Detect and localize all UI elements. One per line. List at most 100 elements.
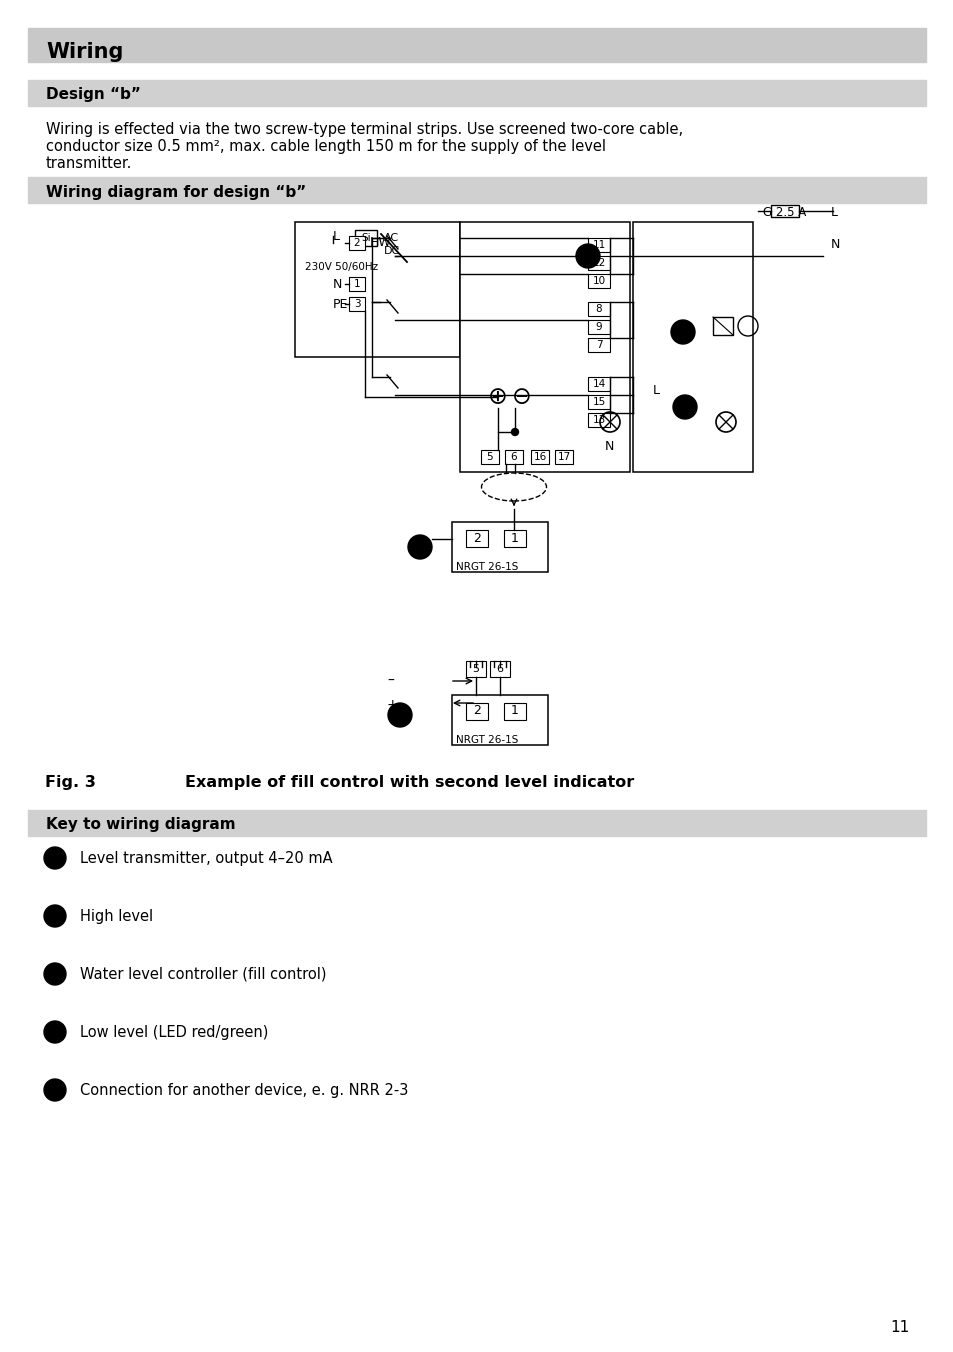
- Text: 5: 5: [395, 708, 404, 722]
- Bar: [28, 177, 925, 203]
- Bar: [465, 661, 485, 677]
- Bar: [465, 530, 488, 548]
- Bar: [587, 320, 609, 334]
- Bar: [531, 450, 548, 464]
- Bar: [587, 377, 609, 391]
- Text: 3: 3: [51, 967, 60, 982]
- Bar: [587, 256, 609, 270]
- Text: Low level (LED red/green): Low level (LED red/green): [80, 1025, 268, 1040]
- Text: DC: DC: [384, 246, 400, 256]
- Text: Wiring is effected via the two screw-type terminal strips. Use screened two-core: Wiring is effected via the two screw-typ…: [46, 122, 682, 137]
- Bar: [587, 395, 609, 410]
- Text: AC: AC: [384, 233, 398, 243]
- Text: 1: 1: [415, 539, 424, 554]
- Bar: [349, 237, 365, 250]
- Text: NRGT 26-1S: NRGT 26-1S: [456, 735, 517, 745]
- Bar: [480, 450, 498, 464]
- Bar: [490, 661, 510, 677]
- Bar: [587, 274, 609, 288]
- Text: 14: 14: [592, 379, 605, 389]
- Text: 3: 3: [354, 299, 360, 310]
- Circle shape: [388, 703, 412, 727]
- Bar: [555, 450, 573, 464]
- Text: Water level controller (fill control): Water level controller (fill control): [80, 967, 326, 982]
- Text: 3: 3: [678, 324, 687, 339]
- Text: 12: 12: [592, 258, 605, 268]
- Text: 2: 2: [582, 249, 592, 264]
- Text: L: L: [652, 384, 659, 397]
- Text: 230V 50/60Hz: 230V 50/60Hz: [305, 262, 377, 272]
- Bar: [355, 230, 376, 246]
- Text: ⊕: ⊕: [488, 385, 507, 410]
- Text: 5: 5: [486, 452, 493, 462]
- Text: Wiring diagram for design “b”: Wiring diagram for design “b”: [46, 184, 306, 200]
- Bar: [294, 222, 459, 357]
- Bar: [452, 695, 547, 745]
- Text: 6: 6: [496, 664, 503, 675]
- Bar: [712, 316, 732, 335]
- Text: Wiring: Wiring: [46, 42, 123, 62]
- Circle shape: [44, 1021, 66, 1042]
- Text: 16: 16: [533, 452, 546, 462]
- Circle shape: [44, 846, 66, 869]
- Text: –: –: [387, 675, 394, 688]
- Text: 4: 4: [51, 1025, 60, 1038]
- Text: N: N: [333, 277, 342, 291]
- Bar: [28, 80, 925, 105]
- Text: Fig. 3: Fig. 3: [45, 775, 95, 790]
- Circle shape: [511, 429, 518, 435]
- Bar: [452, 522, 547, 572]
- Bar: [465, 703, 488, 721]
- Text: 4: 4: [679, 400, 689, 414]
- Bar: [504, 450, 522, 464]
- Bar: [587, 412, 609, 427]
- Text: G 2.5 A: G 2.5 A: [762, 206, 805, 219]
- Text: Key to wiring diagram: Key to wiring diagram: [46, 817, 235, 831]
- Bar: [587, 238, 609, 251]
- Text: 11: 11: [889, 1321, 908, 1336]
- Text: 15: 15: [592, 397, 605, 407]
- Bar: [349, 297, 365, 311]
- Circle shape: [576, 243, 599, 268]
- Bar: [503, 530, 525, 548]
- Text: N: N: [604, 441, 614, 453]
- Bar: [587, 338, 609, 352]
- Bar: [28, 28, 925, 62]
- Text: 2: 2: [354, 238, 360, 247]
- Text: 11: 11: [592, 241, 605, 250]
- Text: transmitter.: transmitter.: [46, 155, 132, 170]
- Text: N: N: [830, 238, 840, 250]
- Text: L: L: [333, 230, 339, 242]
- Text: 5: 5: [472, 664, 479, 675]
- Text: 9: 9: [595, 322, 601, 333]
- Text: Example of fill control with second level indicator: Example of fill control with second leve…: [185, 775, 634, 790]
- Bar: [587, 301, 609, 316]
- Text: ⊖: ⊖: [512, 385, 532, 410]
- Text: 1: 1: [511, 531, 518, 545]
- Text: 5: 5: [51, 1083, 60, 1096]
- Text: L: L: [830, 206, 837, 219]
- Text: 10: 10: [592, 276, 605, 287]
- Circle shape: [408, 535, 432, 558]
- Text: NRGT 26-1S: NRGT 26-1S: [456, 562, 517, 572]
- Text: Design “b”: Design “b”: [46, 88, 141, 103]
- Bar: [503, 703, 525, 721]
- Text: PE: PE: [333, 297, 348, 311]
- Circle shape: [672, 395, 697, 419]
- Text: High level: High level: [80, 909, 153, 923]
- Bar: [459, 222, 629, 472]
- Text: 2: 2: [473, 704, 480, 718]
- Text: 2: 2: [473, 531, 480, 545]
- Text: 7: 7: [595, 339, 601, 350]
- Text: Connection for another device, e. g. NRR 2-3: Connection for another device, e. g. NRR…: [80, 1083, 408, 1098]
- Text: 1: 1: [354, 279, 360, 289]
- Text: conductor size 0.5 mm², max. cable length 150 m for the supply of the level: conductor size 0.5 mm², max. cable lengt…: [46, 139, 605, 154]
- Text: Si: Si: [361, 233, 371, 243]
- Text: 8: 8: [595, 304, 601, 314]
- Text: 17: 17: [557, 452, 570, 462]
- Text: 13: 13: [592, 415, 605, 425]
- Bar: [349, 277, 365, 291]
- Text: Level transmitter, output 4–20 mA: Level transmitter, output 4–20 mA: [80, 850, 333, 865]
- Circle shape: [670, 320, 695, 343]
- Circle shape: [44, 904, 66, 927]
